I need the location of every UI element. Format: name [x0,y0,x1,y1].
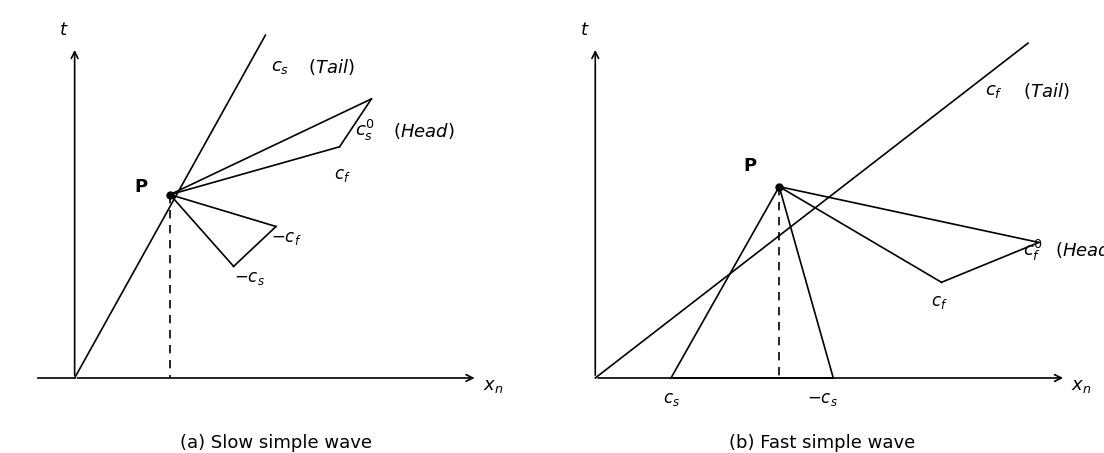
Text: $(Head)$: $(Head)$ [1055,241,1104,260]
Text: $c_f^0$: $c_f^0$ [1022,238,1042,263]
Text: $c_s$: $c_s$ [662,390,679,408]
Text: (a) Slow simple wave: (a) Slow simple wave [180,434,372,452]
Text: $x_n$: $x_n$ [482,377,503,395]
Text: $\mathbf{P}$: $\mathbf{P}$ [135,178,149,196]
Text: $-c_s$: $-c_s$ [807,390,838,408]
Text: $t$: $t$ [60,21,68,39]
Text: $c_f$: $c_f$ [335,166,351,183]
Text: (b) Fast simple wave: (b) Fast simple wave [730,434,915,452]
Text: $(Head)$: $(Head)$ [393,121,454,141]
Text: $-c_f$: $-c_f$ [270,230,301,247]
Text: $-c_s$: $-c_s$ [234,270,265,287]
Text: $x_n$: $x_n$ [1071,377,1092,395]
Text: $t$: $t$ [580,21,590,39]
Text: $(Tail)$: $(Tail)$ [308,57,354,77]
Text: $c_s$: $c_s$ [270,58,289,76]
Text: $\mathbf{P}$: $\mathbf{P}$ [743,157,757,175]
Text: $c_f$: $c_f$ [931,293,947,311]
Text: $c_f$: $c_f$ [985,82,1002,100]
Text: $(Tail)$: $(Tail)$ [1022,81,1069,101]
Text: $c_s^0$: $c_s^0$ [355,118,375,144]
